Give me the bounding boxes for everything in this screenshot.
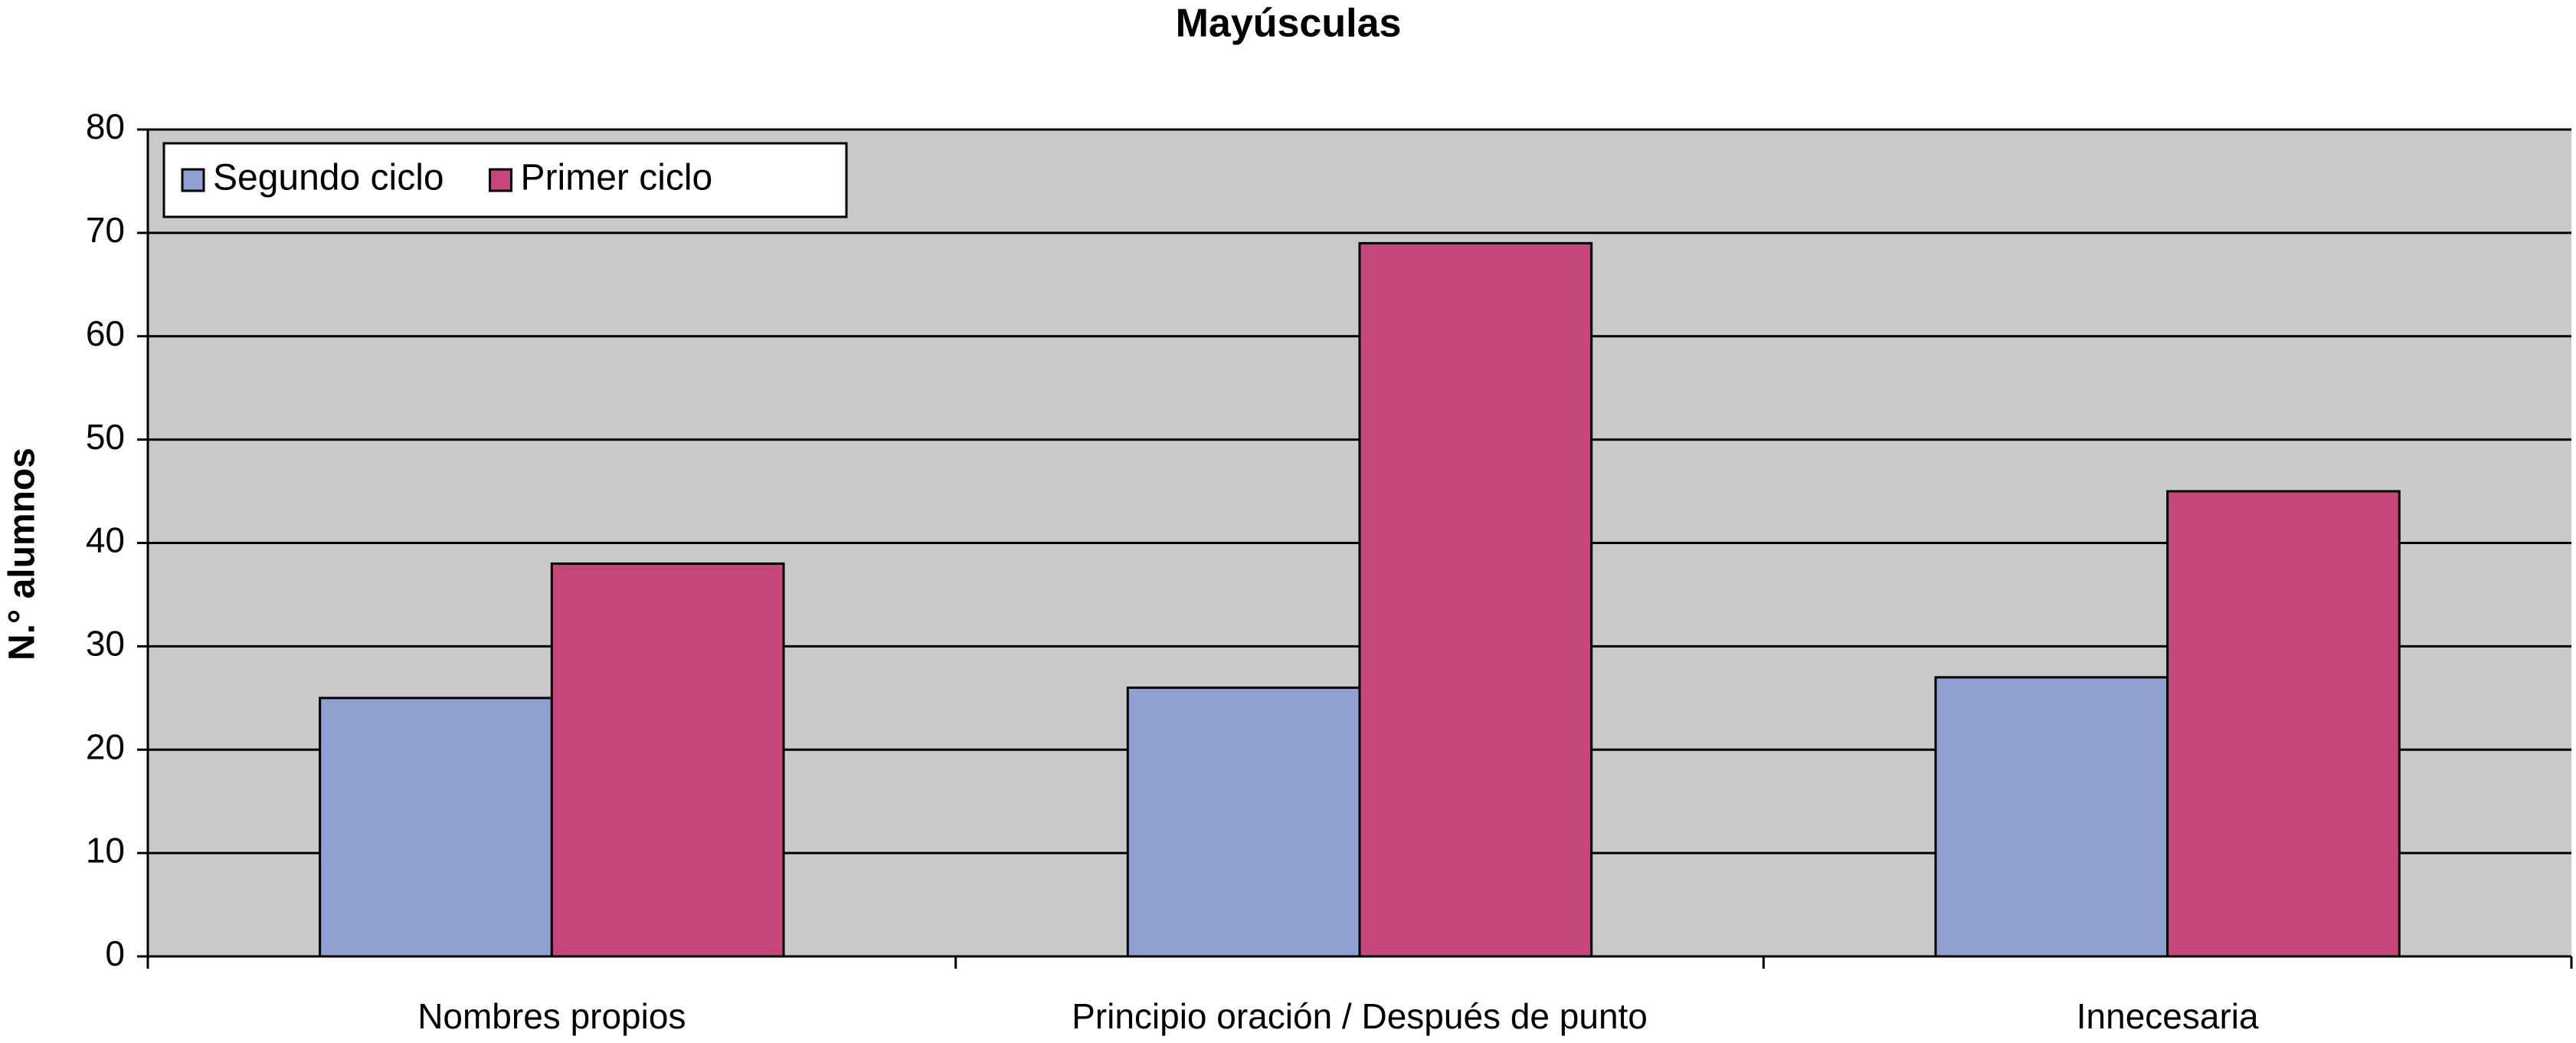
legend-swatch	[489, 168, 513, 192]
y-tick-label: 50	[86, 417, 125, 457]
y-tick-label: 70	[86, 210, 125, 250]
bar	[2166, 490, 2401, 958]
y-tick-label: 60	[86, 313, 125, 353]
y-tick-label: 40	[86, 520, 125, 560]
bar	[1126, 686, 1361, 958]
y-tick-label: 10	[86, 830, 125, 870]
legend-label: Segundo ciclo	[213, 158, 444, 198]
bar	[550, 562, 785, 958]
legend-swatch	[181, 168, 205, 192]
legend-label: Primer ciclo	[521, 158, 713, 198]
y-tick-label: 30	[86, 624, 125, 664]
y-axis-label: N.° alumnos	[2, 448, 43, 661]
x-tick-label: Nombres propios	[417, 996, 686, 1036]
x-tick-label: Principio oración / Después de punto	[1072, 996, 1648, 1036]
y-tick-label: 20	[86, 726, 125, 766]
y-tick-label: 0	[105, 933, 125, 973]
x-tick-label: Innecesaria	[2077, 996, 2259, 1036]
bar	[1358, 241, 1593, 958]
y-tick-label: 80	[86, 107, 125, 146]
bar	[319, 697, 553, 958]
chart-title: Mayúsculas	[1176, 2, 1402, 46]
bar	[1934, 676, 2169, 958]
